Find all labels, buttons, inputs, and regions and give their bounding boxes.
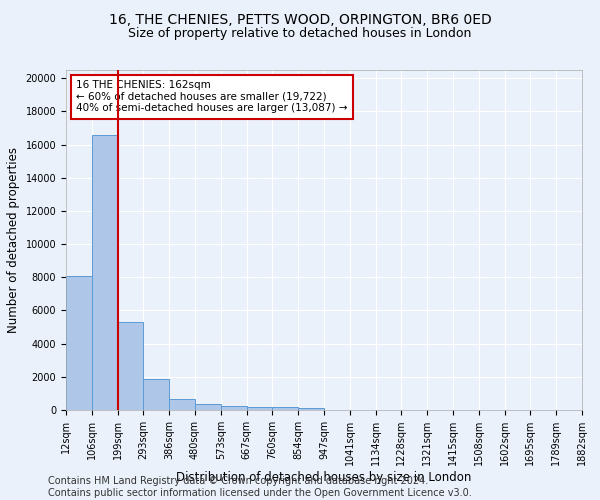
X-axis label: Distribution of detached houses by size in London: Distribution of detached houses by size …	[176, 471, 472, 484]
Bar	[143, 380, 169, 410]
Bar	[118, 322, 143, 410]
Bar	[247, 406, 272, 410]
Bar	[195, 404, 221, 410]
Bar	[66, 276, 92, 410]
Text: 16 THE CHENIES: 162sqm
← 60% of detached houses are smaller (19,722)
40% of semi: 16 THE CHENIES: 162sqm ← 60% of detached…	[76, 80, 348, 114]
Text: Size of property relative to detached houses in London: Size of property relative to detached ho…	[128, 28, 472, 40]
Bar	[272, 408, 298, 410]
Bar	[298, 408, 324, 410]
Bar	[169, 399, 195, 410]
Bar	[221, 406, 247, 410]
Text: 16, THE CHENIES, PETTS WOOD, ORPINGTON, BR6 0ED: 16, THE CHENIES, PETTS WOOD, ORPINGTON, …	[109, 12, 491, 26]
Y-axis label: Number of detached properties: Number of detached properties	[7, 147, 20, 333]
Text: Contains HM Land Registry data © Crown copyright and database right 2024.
Contai: Contains HM Land Registry data © Crown c…	[48, 476, 472, 498]
Bar	[92, 134, 118, 410]
